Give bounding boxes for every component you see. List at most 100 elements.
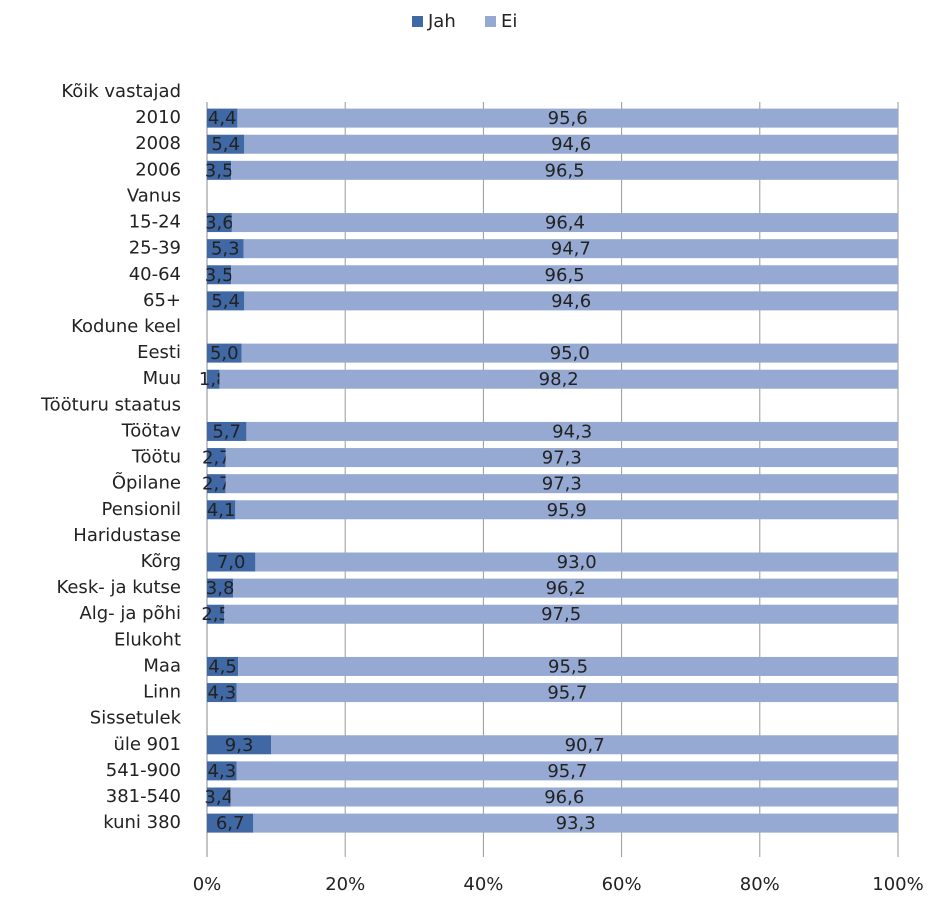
bar-segment xyxy=(235,500,898,520)
value-label: 93,3 xyxy=(556,813,596,834)
y-tick-label: Kõrg xyxy=(141,551,181,572)
value-label: 97,3 xyxy=(542,448,582,469)
value-label: 94,3 xyxy=(552,421,592,442)
value-label: 95,9 xyxy=(547,500,587,521)
bar-segment xyxy=(207,134,245,154)
y-tick-label: 541-900 xyxy=(106,760,181,781)
value-label: 3,5 xyxy=(205,160,234,181)
y-tick-label: Muu xyxy=(143,368,181,389)
bar-segment xyxy=(207,656,239,676)
bar-segment xyxy=(236,683,898,703)
bar-segment xyxy=(231,213,899,233)
y-tick-label: 25-39 xyxy=(129,238,181,259)
value-label: 96,5 xyxy=(545,265,585,286)
value-label: 96,4 xyxy=(545,213,585,234)
y-tick-label: Kodune keel xyxy=(71,316,181,337)
bar-segment xyxy=(271,735,898,755)
bar-segment xyxy=(207,421,247,441)
y-tick-label: Kõik vastajad xyxy=(61,81,181,102)
bar-segment xyxy=(207,239,244,259)
y-tick-label: 381-540 xyxy=(106,786,181,807)
x-tick-label: 60% xyxy=(602,874,642,895)
bar-segment xyxy=(207,343,242,363)
bar-segment xyxy=(207,291,245,311)
bar-segment xyxy=(238,656,899,676)
bar-segment xyxy=(207,735,272,755)
y-tick-label: kuni 380 xyxy=(103,812,181,833)
y-tick-label: Sissetulek xyxy=(90,708,182,729)
value-label: 94,7 xyxy=(551,239,591,260)
bar-segment xyxy=(233,578,898,598)
x-tick-label: 40% xyxy=(463,874,503,895)
value-label: 7,0 xyxy=(217,552,246,573)
bar-segment xyxy=(207,787,231,807)
bar-segment xyxy=(207,369,220,389)
y-tick-label: 2006 xyxy=(135,159,181,180)
value-label: 2,7 xyxy=(202,474,231,495)
y-tick-label: Elukoht xyxy=(114,629,181,650)
bar-segment xyxy=(207,213,232,233)
bar-segment xyxy=(253,813,898,833)
bar-segment xyxy=(207,552,256,572)
legend-label: Jah xyxy=(427,11,456,32)
bar-segment xyxy=(230,787,898,807)
value-label: 3,5 xyxy=(205,265,234,286)
value-label: 90,7 xyxy=(565,735,605,756)
bar-segment xyxy=(207,578,234,598)
bar-segment xyxy=(244,134,899,154)
bar-segment xyxy=(231,160,898,180)
legend-swatch xyxy=(412,16,423,27)
bar-segment xyxy=(207,761,237,781)
y-tick-label: 15-24 xyxy=(129,212,181,233)
value-label: 5,3 xyxy=(211,239,240,260)
value-label: 97,5 xyxy=(541,604,581,625)
bar-segment xyxy=(237,108,899,128)
y-tick-label: üle 901 xyxy=(113,734,181,755)
value-label: 94,6 xyxy=(551,291,591,312)
bar-segment xyxy=(207,474,226,494)
bar-segment xyxy=(219,369,899,389)
value-label: 95,7 xyxy=(547,683,587,704)
bar-segment xyxy=(225,448,899,468)
value-label: 4,5 xyxy=(208,656,237,677)
value-label: 5,4 xyxy=(211,134,240,155)
y-tick-label: Pensionil xyxy=(102,499,182,520)
y-tick-label: Vanus xyxy=(127,185,181,206)
bar-segment xyxy=(225,474,899,494)
y-tick-label: Tööturu staatus xyxy=(40,394,181,415)
legend-label: Ei xyxy=(501,11,517,32)
value-label: 4,3 xyxy=(208,683,237,704)
bar-segment xyxy=(207,448,226,468)
value-label: 94,6 xyxy=(551,134,591,155)
y-tick-label: Alg- ja põhi xyxy=(79,603,181,624)
value-label: 4,1 xyxy=(207,500,236,521)
value-label: 96,6 xyxy=(544,787,584,808)
y-tick-label: Haridustase xyxy=(73,525,181,546)
value-label: 6,7 xyxy=(216,813,245,834)
value-label: 2,7 xyxy=(202,448,231,469)
value-label: 4,4 xyxy=(208,108,237,129)
bar-segment xyxy=(207,683,237,703)
y-tick-label: Linn xyxy=(143,682,181,703)
y-tick-label: Töötu xyxy=(131,447,181,468)
bar-segment xyxy=(207,813,254,833)
value-label: 3,4 xyxy=(204,787,233,808)
bar-segment xyxy=(207,160,232,180)
bar-segment xyxy=(207,108,238,128)
value-label: 5,7 xyxy=(212,421,241,442)
value-label: 96,2 xyxy=(546,578,586,599)
y-tick-label: Õpilane xyxy=(112,472,181,494)
value-label: 96,5 xyxy=(545,160,585,181)
y-tick-label: 40-64 xyxy=(129,264,181,285)
value-label: 95,6 xyxy=(548,108,588,129)
y-tick-label: Maa xyxy=(143,655,181,676)
bar-segment xyxy=(255,552,898,572)
y-tick-label: Töötav xyxy=(121,420,182,441)
bar-segment xyxy=(243,239,899,259)
bar-segment xyxy=(244,291,899,311)
value-label: 98,2 xyxy=(539,369,579,390)
bar-segment xyxy=(236,761,898,781)
bar-segment xyxy=(207,604,225,624)
value-label: 5,0 xyxy=(210,343,239,364)
